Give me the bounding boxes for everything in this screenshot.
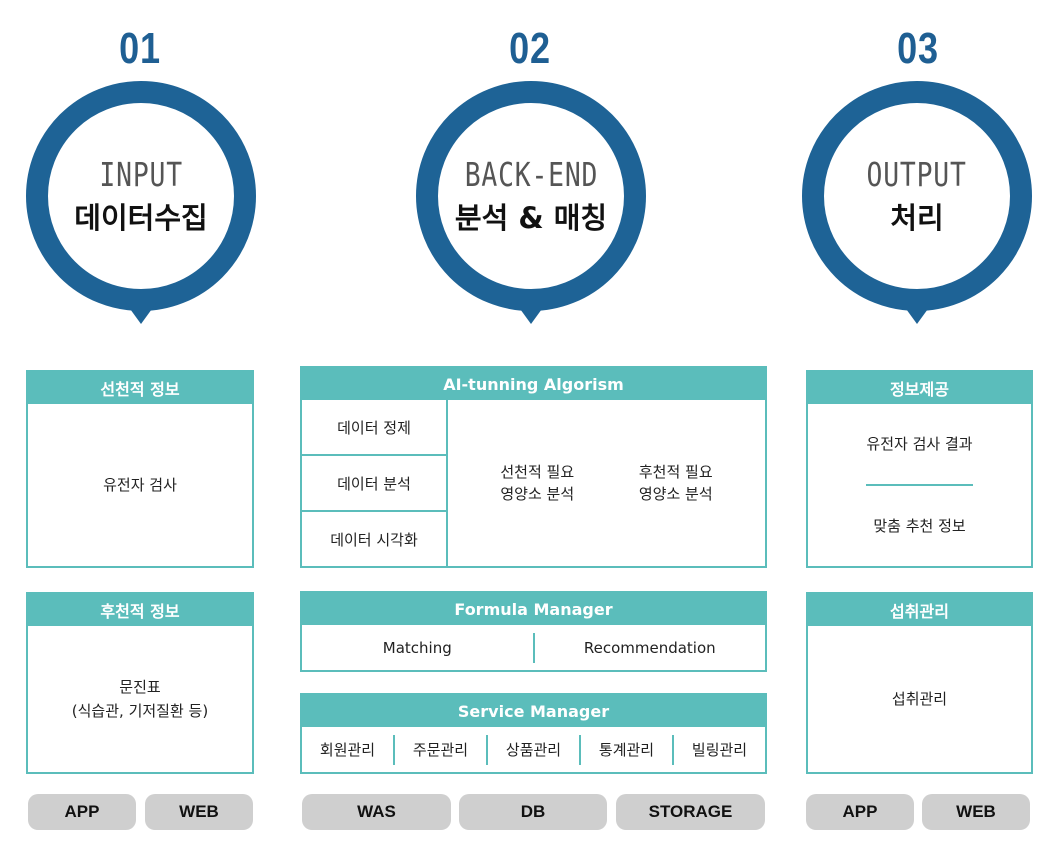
intake-body: 섭취관리 — [891, 690, 948, 708]
acquired-info-title: 후천적 정보 — [28, 594, 252, 626]
stage-ring-input: INPUT 데이터수집 — [26, 81, 256, 311]
innate-nutrient-analysis: 선천적 필요 영양소 분석 — [500, 461, 574, 505]
stage-number-input: 01 — [119, 24, 161, 73]
step-data-cleansing: 데이터 정제 — [302, 400, 446, 456]
stage-ring-output: OUTPUT 처리 — [802, 81, 1032, 311]
stage-title-ko-backend: 분석 & 매칭 — [454, 201, 608, 235]
ring-pointer-output — [901, 302, 933, 324]
acquired-line1: 후천적 필요 — [638, 463, 713, 481]
service-panel: Service Manager 회원관리 주문관리 상품관리 통계관리 빌링관리 — [300, 693, 767, 774]
ring-pointer-backend — [515, 302, 547, 324]
service-items: 회원관리 주문관리 상품관리 통계관리 빌링관리 — [302, 727, 765, 772]
formula-item-recommendation: Recommendation — [583, 638, 716, 657]
formula-items: Matching Recommendation — [302, 625, 765, 670]
stage-title-en-output: OUTPUT — [866, 155, 968, 194]
acquired-info-line2: (식습관, 기저질환 등) — [71, 702, 209, 720]
stage-title-ko-output: 처리 — [890, 201, 944, 235]
algorithm-panel: AI-tunning Algorism 데이터 정제 데이터 분석 데이터 시각… — [300, 366, 767, 568]
algorithm-steps: 데이터 정제 데이터 분석 데이터 시각화 — [302, 400, 448, 566]
intake-title: 섭취관리 — [808, 594, 1031, 626]
nutrient-analysis: 선천적 필요 영양소 분석 후천적 필요 영양소 분석 — [448, 400, 765, 566]
divider — [532, 632, 535, 663]
service-item-order: 주문관리 — [412, 741, 469, 759]
acquired-info-line1: 문진표 — [119, 678, 161, 696]
stage-title-en-input: INPUT — [99, 155, 183, 194]
formula-title: Formula Manager — [302, 593, 765, 625]
formula-panel: Formula Manager Matching Recommendation — [300, 591, 767, 672]
infra-storage: STORAGE — [616, 794, 765, 830]
info-provision-title: 정보제공 — [808, 372, 1031, 404]
stage-title-ko-input: 데이터수집 — [74, 201, 208, 235]
infra-was: WAS — [302, 794, 451, 830]
algorithm-title: AI-tunning Algorism — [302, 368, 765, 400]
platform-app-output: APP — [806, 794, 914, 830]
prior-info-panel: 선천적 정보 유전자 검사 — [26, 370, 254, 568]
service-item-member: 회원관리 — [319, 741, 376, 759]
prior-info-title: 선천적 정보 — [28, 372, 252, 404]
divider — [486, 734, 488, 765]
divider — [672, 734, 674, 765]
stage-number-backend: 02 — [509, 24, 551, 73]
step-data-analysis: 데이터 분석 — [302, 456, 446, 512]
service-title: Service Manager — [302, 695, 765, 727]
platform-web-input: WEB — [145, 794, 253, 830]
infra-db: DB — [459, 794, 607, 830]
acquired-line2: 영양소 분석 — [638, 485, 713, 503]
custom-recommendation-info: 맞춤 추천 정보 — [873, 517, 966, 535]
divider — [579, 734, 581, 765]
intake-panel: 섭취관리 섭취관리 — [806, 592, 1033, 774]
service-item-statistics: 통계관리 — [598, 741, 655, 759]
innate-line2: 영양소 분석 — [500, 485, 575, 503]
service-item-billing: 빌링관리 — [691, 741, 748, 759]
acquired-nutrient-analysis: 후천적 필요 영양소 분석 — [639, 461, 713, 505]
platform-web-output: WEB — [922, 794, 1030, 830]
formula-item-matching: Matching — [382, 638, 452, 657]
info-provision-body: 유전자 검사 결과 맞춤 추천 정보 — [808, 404, 1031, 566]
service-item-product: 상품관리 — [505, 741, 562, 759]
stage-ring-backend: BACK-END 분석 & 매칭 — [416, 81, 646, 311]
stage-number-output: 03 — [897, 24, 939, 73]
acquired-info-panel: 후천적 정보 문진표 (식습관, 기저질환 등) — [26, 592, 254, 774]
innate-line1: 선천적 필요 — [500, 463, 575, 481]
info-provision-panel: 정보제공 유전자 검사 결과 맞춤 추천 정보 — [806, 370, 1033, 568]
step-data-visualization: 데이터 시각화 — [330, 530, 418, 549]
ring-pointer-input — [125, 302, 157, 324]
platform-app-input: APP — [28, 794, 136, 830]
genetic-test-result: 유전자 검사 결과 — [866, 404, 973, 486]
acquired-info-body: 문진표 (식습관, 기저질환 등) — [28, 626, 252, 772]
prior-info-body: 유전자 검사 — [103, 476, 177, 494]
stage-title-en-backend: BACK-END — [464, 155, 598, 194]
divider — [393, 734, 395, 765]
